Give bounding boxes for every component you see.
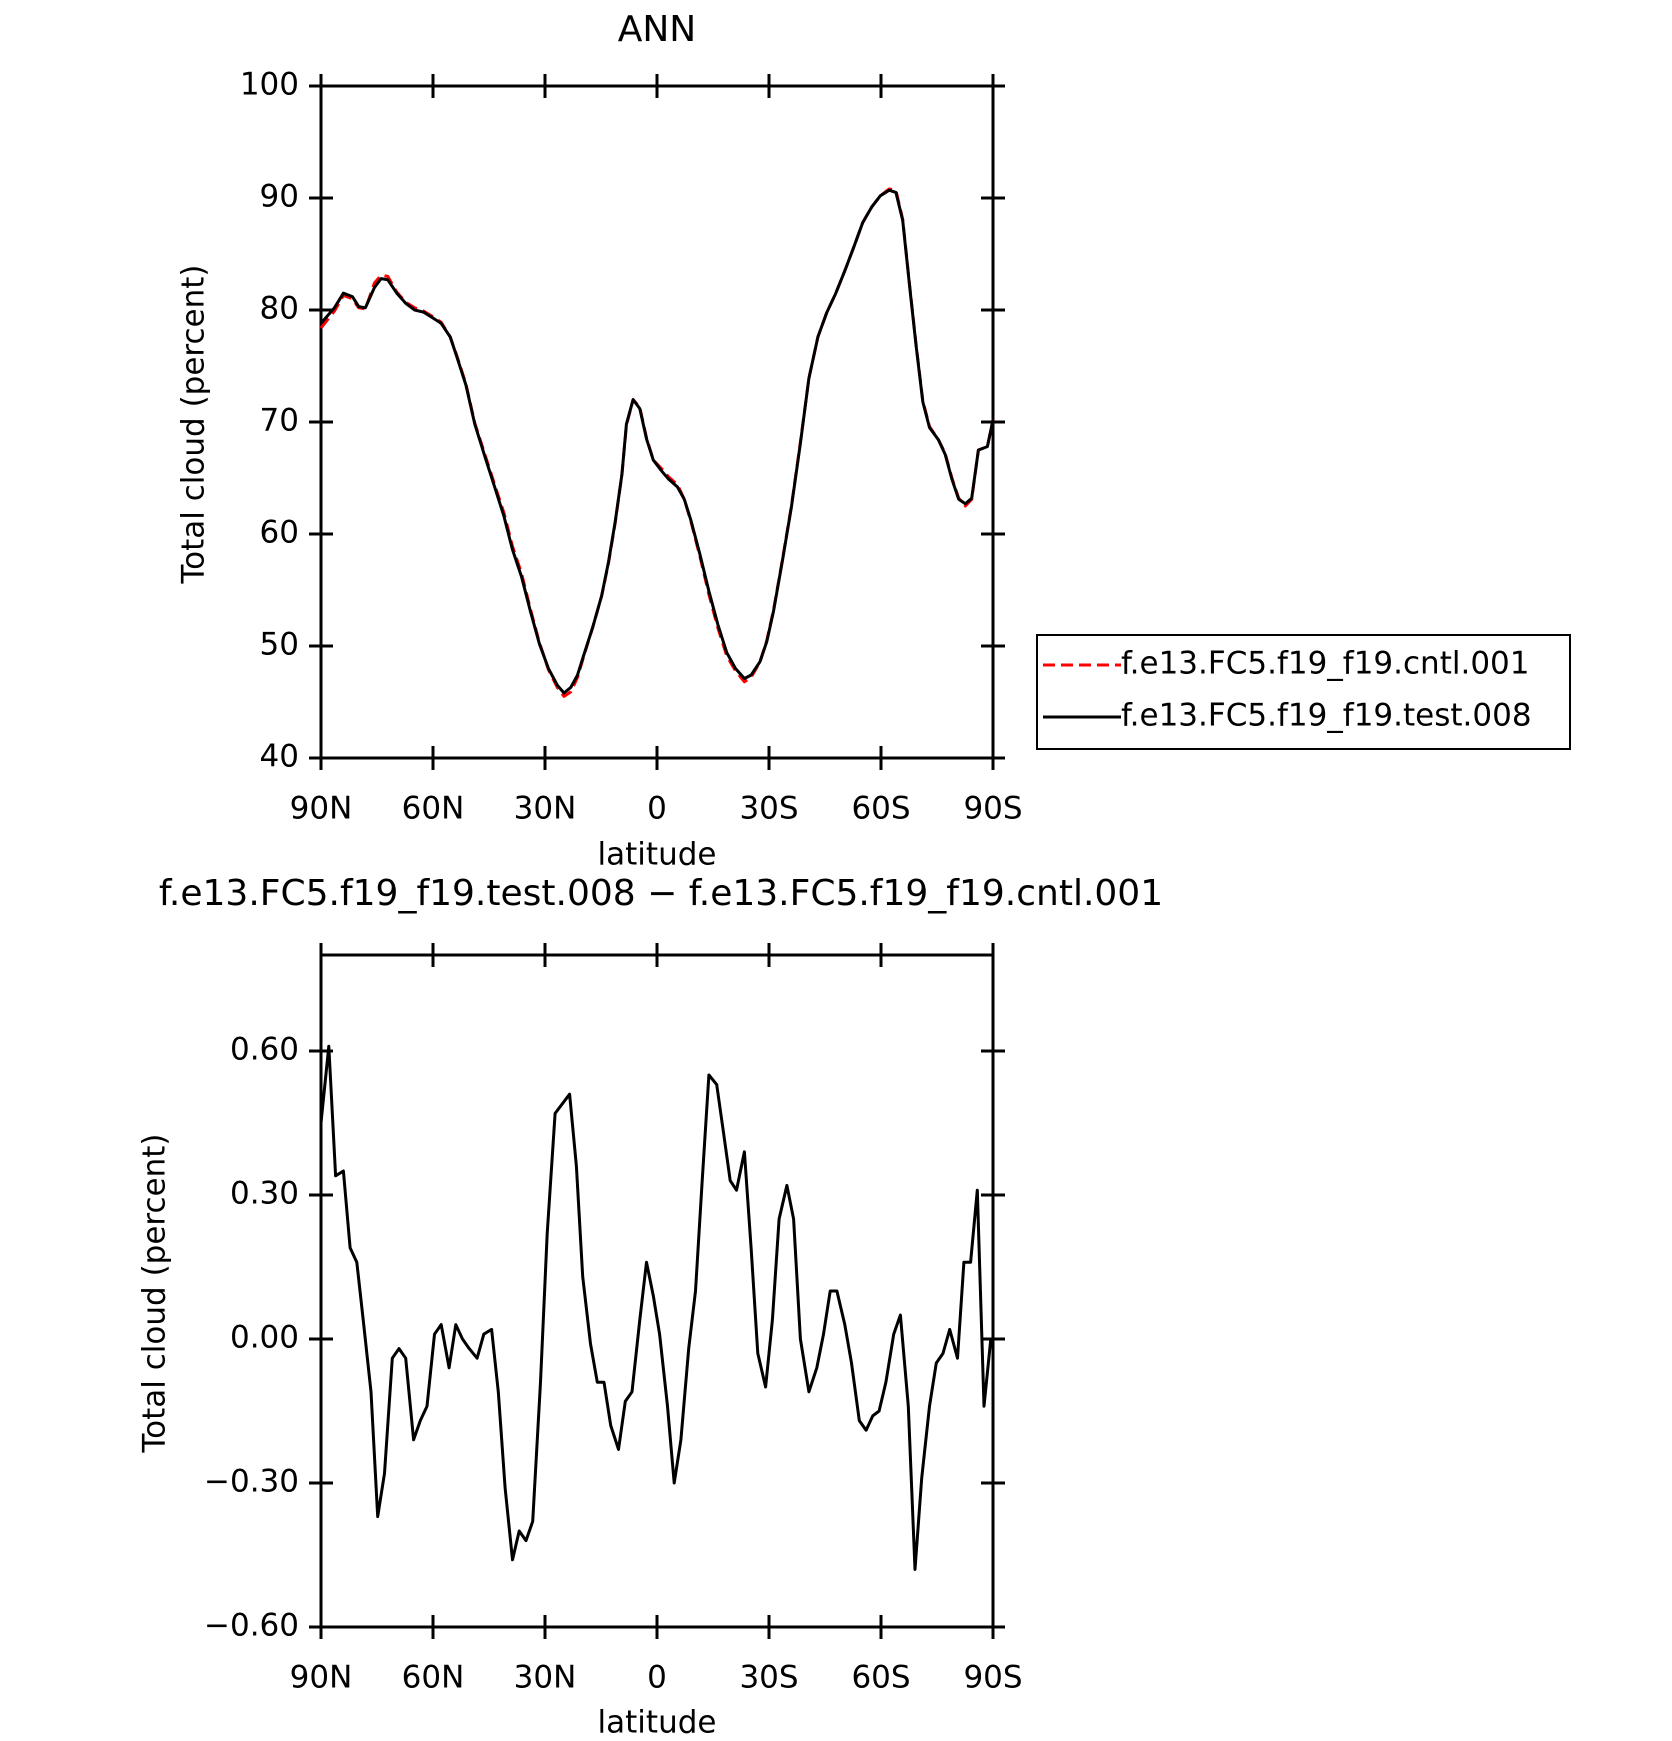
y-axis-title: Total cloud (percent) bbox=[176, 265, 212, 585]
x-tick-label: 0 bbox=[647, 1660, 667, 1696]
y-tick-label: −0.60 bbox=[204, 1608, 299, 1644]
data-line bbox=[319, 1044, 993, 1571]
x-tick-label: 30N bbox=[514, 791, 577, 827]
x-tick-label: 60N bbox=[402, 791, 465, 827]
x-tick-label: 90N bbox=[290, 791, 353, 827]
y-tick-label: 100 bbox=[240, 67, 299, 103]
x-tick-label: 90S bbox=[963, 791, 1022, 827]
y-tick-label: 0.30 bbox=[230, 1176, 299, 1212]
y-tick-label: 40 bbox=[260, 739, 299, 775]
x-axis-title: latitude bbox=[598, 1705, 717, 1741]
y-tick-label: −0.30 bbox=[204, 1464, 299, 1500]
x-tick-label: 90S bbox=[963, 1660, 1022, 1696]
x-tick-label: 30N bbox=[514, 1660, 577, 1696]
y-tick-label: 60 bbox=[260, 515, 299, 551]
x-tick-label: 60S bbox=[851, 791, 910, 827]
x-tick-label: 90N bbox=[290, 1660, 353, 1696]
legend-box bbox=[1036, 634, 1571, 750]
y-tick-label: 70 bbox=[260, 403, 299, 439]
y-tick-label: 0.60 bbox=[230, 1032, 299, 1068]
plot-frame bbox=[319, 84, 995, 760]
data-line bbox=[319, 187, 995, 698]
y-tick-label: 90 bbox=[260, 179, 299, 215]
x-tick-label: 30S bbox=[739, 1660, 798, 1696]
x-tick-label: 30S bbox=[739, 791, 798, 827]
x-tick-label: 60S bbox=[851, 1660, 910, 1696]
legend-label: f.e13.FC5.f19_f19.cntl.001 bbox=[1121, 646, 1530, 682]
y-axis-title: Total cloud (percent) bbox=[137, 1134, 173, 1454]
x-tick-label: 60N bbox=[402, 1660, 465, 1696]
y-tick-label: 50 bbox=[260, 627, 299, 663]
y-tick-label: 0.00 bbox=[230, 1320, 299, 1356]
y-tick-label: 80 bbox=[260, 291, 299, 327]
legend-label: f.e13.FC5.f19_f19.test.008 bbox=[1121, 698, 1532, 734]
data-line bbox=[319, 188, 995, 695]
x-axis-title: latitude bbox=[598, 837, 717, 873]
x-tick-label: 0 bbox=[647, 791, 667, 827]
chart-title: ANN bbox=[618, 9, 697, 50]
plot-frame bbox=[319, 953, 995, 1629]
chart-title: f.e13.FC5.f19_f19.test.008 − f.e13.FC5.f… bbox=[159, 873, 1163, 914]
